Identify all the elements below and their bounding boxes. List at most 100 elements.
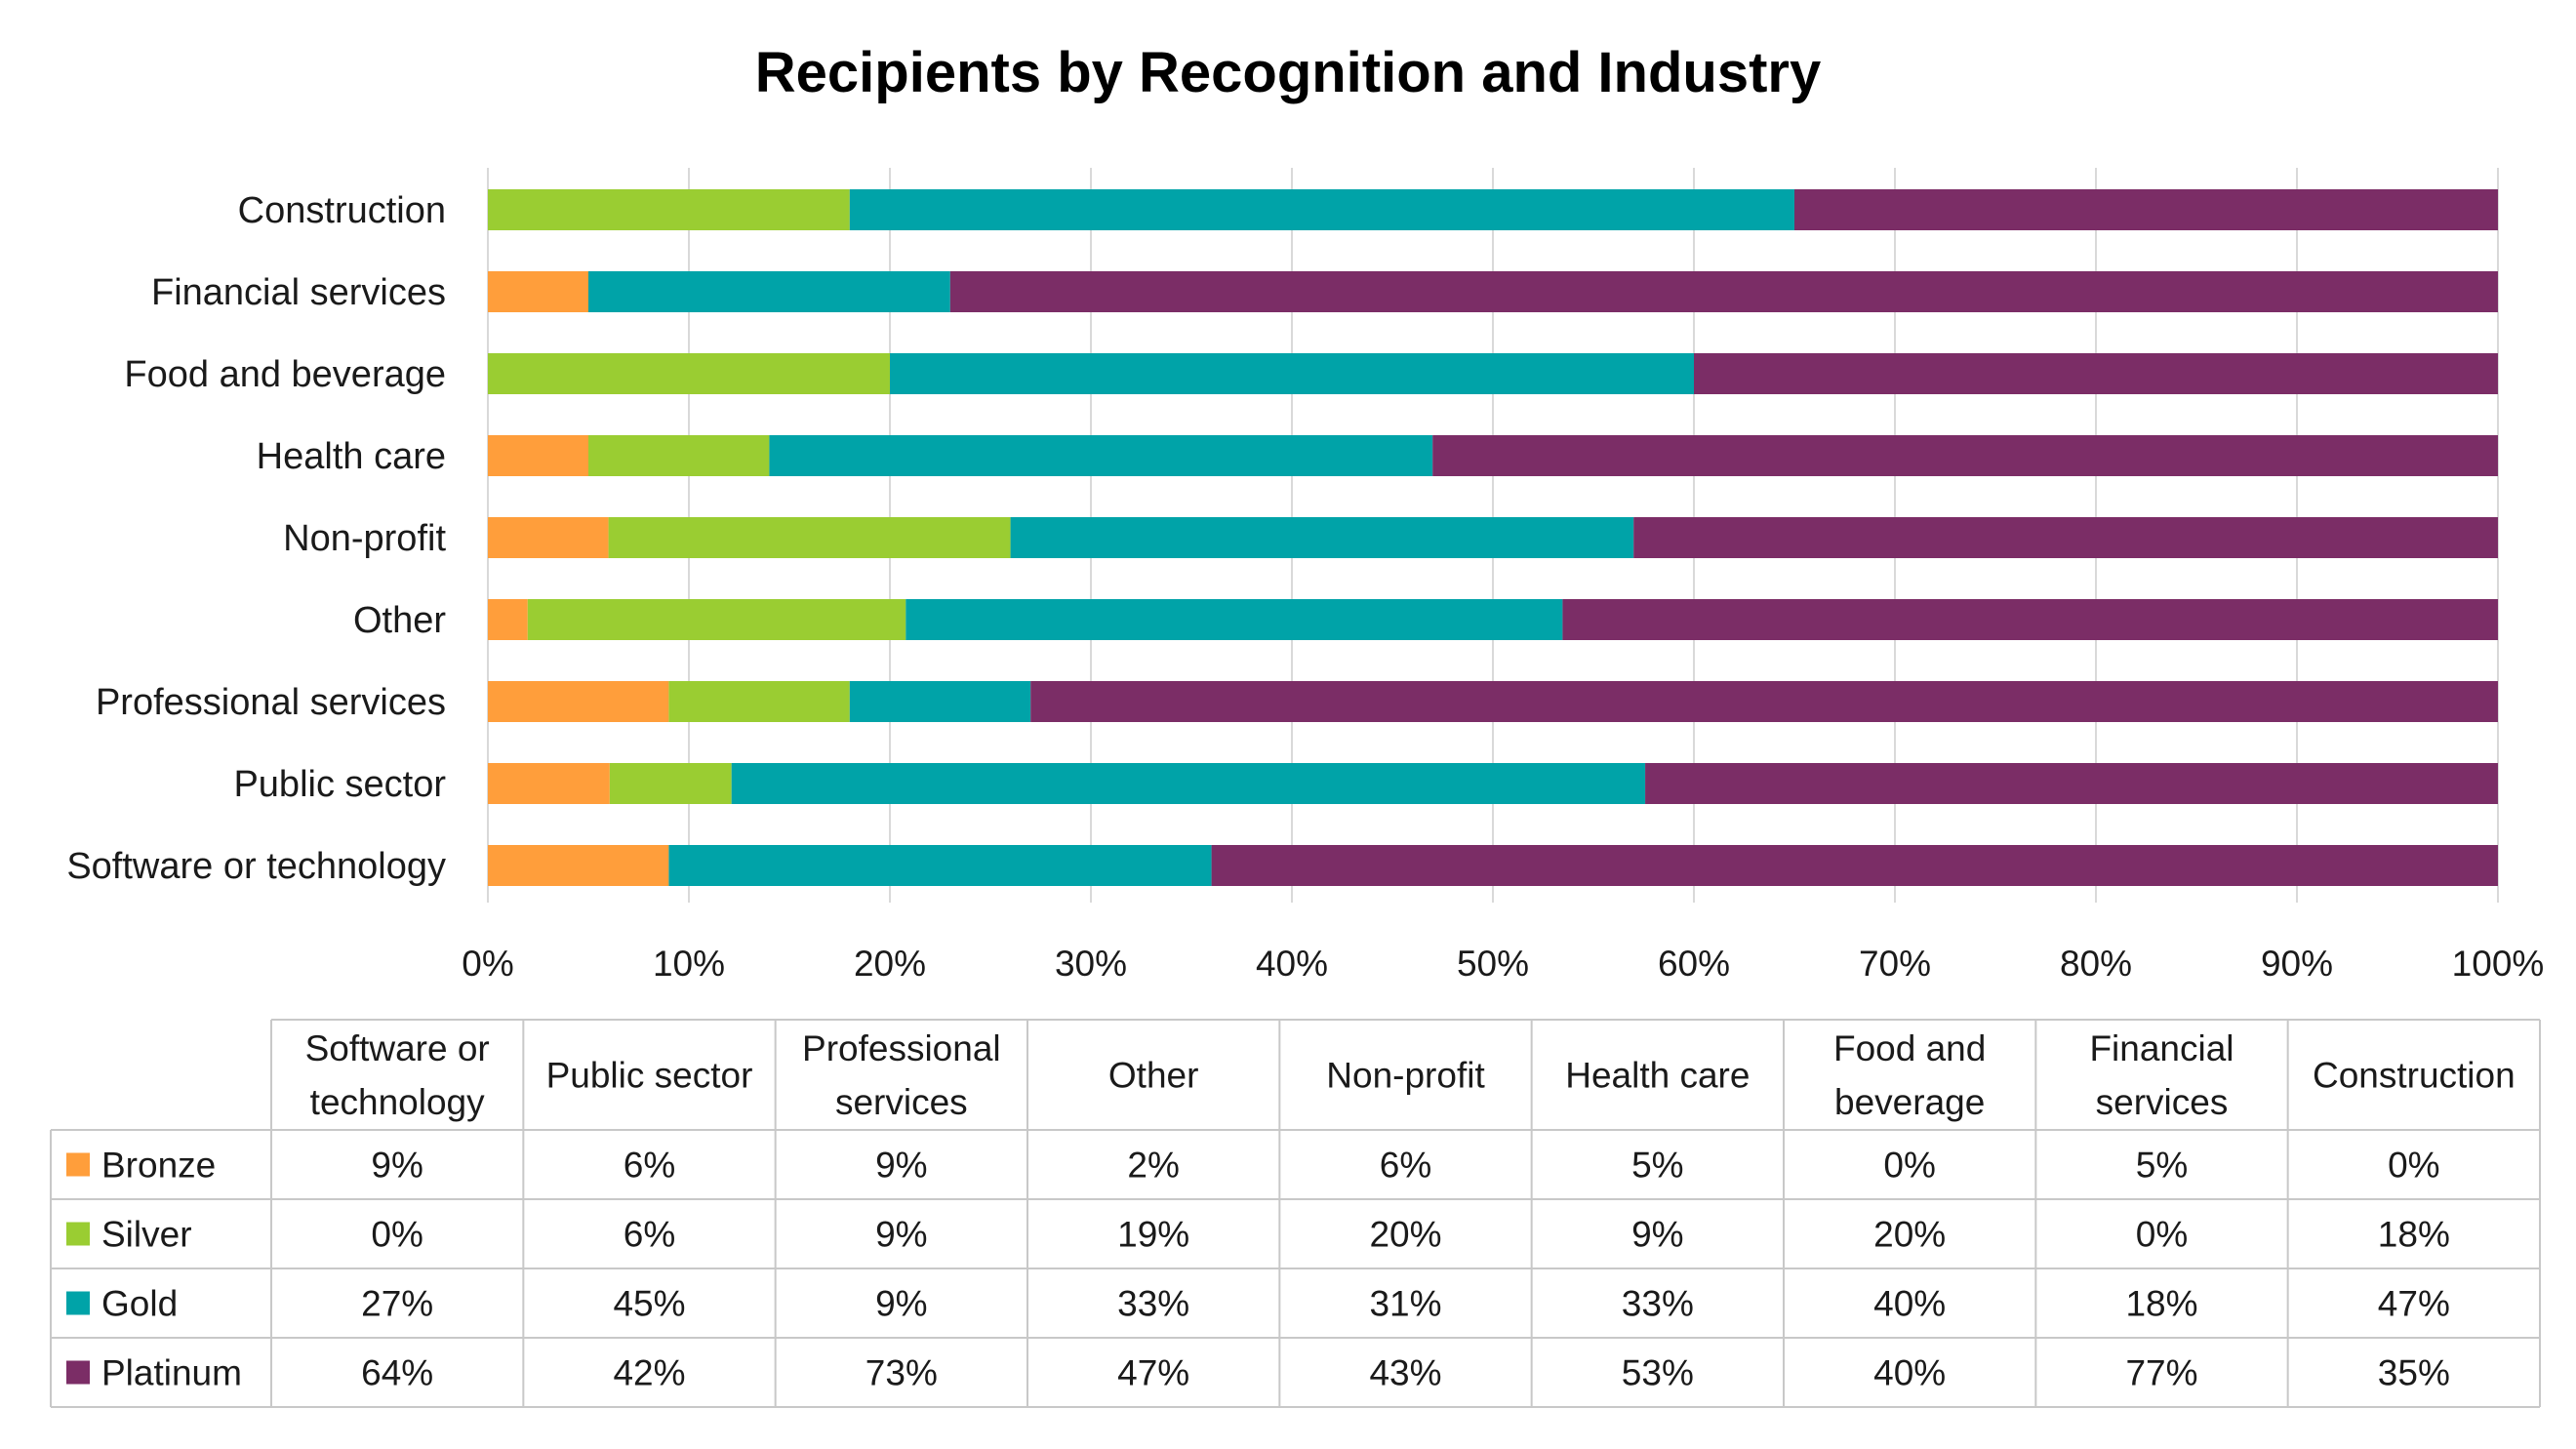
category-label-food-and-beverage: Food and beverage — [124, 354, 446, 395]
table-cell-silver-food-and-beverage: 20% — [1873, 1215, 1946, 1255]
category-label-health-care: Health care — [257, 436, 446, 477]
table-cell-silver-software-or-technology: 0% — [371, 1215, 423, 1255]
table-cell-bronze-non-profit: 6% — [1380, 1146, 1431, 1186]
table-cell-bronze-food-and-beverage: 0% — [1883, 1146, 1935, 1186]
bar-professional-services-platinum — [1030, 681, 2498, 722]
bar-professional-services-silver — [668, 681, 850, 722]
legend-key-bronze — [66, 1152, 90, 1177]
legend-label-platinum: Platinum — [101, 1353, 242, 1393]
table-header-health-care: Health care — [1565, 1056, 1750, 1096]
x-tick-label-50: 50% — [1457, 944, 1529, 984]
table-cell-silver-public-sector: 6% — [624, 1215, 675, 1255]
bar-public-sector-bronze — [488, 763, 610, 804]
table-cell-silver-construction: 18% — [2378, 1215, 2450, 1255]
table-header-public-sector: Public sector — [546, 1056, 753, 1096]
data-table: Software or technology Public sector Profes… — [50, 1019, 2541, 1408]
table-cell-gold-public-sector: 45% — [613, 1284, 685, 1324]
x-tick-label-80: 80% — [2060, 944, 2132, 984]
chart-title: Recipients by Recognition and Industry — [755, 41, 1821, 104]
table-cell-silver-other: 19% — [1117, 1215, 1189, 1255]
table-cell-platinum-other: 47% — [1117, 1353, 1189, 1393]
table-header-non-profit: Non-profit — [1326, 1056, 1485, 1096]
bar-non-profit-platinum — [1633, 517, 2498, 558]
table-cell-gold-financial-services: 18% — [2125, 1284, 2197, 1324]
bar-financial-services-platinum — [949, 271, 2498, 312]
table-cell-platinum-public-sector: 42% — [613, 1353, 685, 1393]
bar-construction-gold — [849, 189, 1794, 230]
bar-software-or-technology-bronze — [488, 845, 669, 886]
bar-public-sector-platinum — [1645, 763, 2498, 804]
table-cell-platinum-construction: 35% — [2378, 1353, 2450, 1393]
bar-software-or-technology-gold — [668, 845, 1212, 886]
bars-layer — [488, 189, 2498, 886]
table-cell-silver-professional-services: 9% — [875, 1215, 927, 1255]
x-tick-label-100: 100% — [2452, 944, 2545, 984]
table-cell-platinum-software-or-technology: 64% — [361, 1353, 433, 1393]
table-cell-platinum-non-profit: 43% — [1369, 1353, 1441, 1393]
x-tick-label-20: 20% — [854, 944, 926, 984]
table-cell-silver-financial-services: 0% — [2136, 1215, 2188, 1255]
table-header-other: Other — [1108, 1056, 1199, 1096]
table-cell-bronze-construction: 0% — [2388, 1146, 2439, 1186]
table-cell-platinum-health-care: 53% — [1622, 1353, 1694, 1393]
table-header-food-and-beverage: beverage — [1834, 1082, 1985, 1122]
table-cell-platinum-professional-services: 73% — [865, 1353, 938, 1393]
bar-food-and-beverage-gold — [890, 353, 1694, 394]
bar-financial-services-gold — [588, 271, 950, 312]
bar-other-gold — [906, 599, 1563, 640]
table-cell-platinum-financial-services: 77% — [2125, 1353, 2197, 1393]
table-cell-gold-other: 33% — [1117, 1284, 1189, 1324]
table-cell-gold-professional-services: 9% — [875, 1284, 927, 1324]
table-cell-silver-non-profit: 20% — [1369, 1215, 1441, 1255]
x-tick-label-0: 0% — [462, 944, 513, 984]
category-label-public-sector: Public sector — [233, 764, 446, 805]
table-cell-gold-non-profit: 31% — [1369, 1284, 1441, 1324]
x-tick-label-10: 10% — [653, 944, 725, 984]
table-header-financial-services: services — [2096, 1082, 2229, 1122]
bar-public-sector-gold — [731, 763, 1646, 804]
table-cell-gold-health-care: 33% — [1622, 1284, 1694, 1324]
table-cell-silver-health-care: 9% — [1631, 1215, 1683, 1255]
x-tick-label-90: 90% — [2261, 944, 2333, 984]
table-cell-bronze-other: 2% — [1127, 1146, 1179, 1186]
bar-health-care-silver — [588, 435, 770, 476]
table-header-professional-services: Professional — [802, 1028, 1001, 1068]
table-header-software-or-technology: technology — [310, 1082, 485, 1122]
bar-other-platinum — [1562, 599, 2498, 640]
bar-public-sector-silver — [609, 763, 732, 804]
x-tick-label-40: 40% — [1256, 944, 1328, 984]
bar-financial-services-bronze — [488, 271, 588, 312]
legend-key-gold — [66, 1291, 90, 1315]
category-label-other: Other — [353, 600, 446, 641]
table-header-construction: Construction — [2313, 1056, 2516, 1096]
bar-non-profit-gold — [1010, 517, 1634, 558]
bar-food-and-beverage-platinum — [1694, 353, 2498, 394]
table-header-software-or-technology: Software or — [305, 1028, 490, 1068]
bar-non-profit-bronze — [488, 517, 609, 558]
table-header-food-and-beverage: Food and — [1833, 1028, 1986, 1068]
legend-key-silver — [66, 1222, 90, 1246]
table-cell-platinum-food-and-beverage: 40% — [1873, 1353, 1946, 1393]
table-cell-bronze-software-or-technology: 9% — [371, 1146, 423, 1186]
bar-health-care-gold — [769, 435, 1433, 476]
table-header-professional-services: services — [835, 1082, 968, 1122]
table-cell-gold-food-and-beverage: 40% — [1873, 1284, 1946, 1324]
category-label-professional-services: Professional services — [96, 682, 446, 723]
legend-label-bronze: Bronze — [101, 1146, 216, 1186]
x-tick-label-60: 60% — [1658, 944, 1730, 984]
table-cell-gold-software-or-technology: 27% — [361, 1284, 433, 1324]
bar-other-bronze — [488, 599, 528, 640]
category-label-non-profit: Non-profit — [283, 518, 446, 559]
legend-label-gold: Gold — [101, 1284, 178, 1324]
bar-professional-services-gold — [849, 681, 1031, 722]
table-cell-bronze-health-care: 5% — [1631, 1146, 1683, 1186]
category-label-software-or-technology: Software or technology — [66, 846, 446, 887]
bar-construction-platinum — [1794, 189, 2498, 230]
labels-layer: 0% 10% 20% 30% 40% 50% 60% 70% 80% 90% 100% Constru… — [66, 190, 2544, 984]
bar-non-profit-silver — [608, 517, 1011, 558]
bar-software-or-technology-platinum — [1211, 845, 2498, 886]
table-header-financial-services: Financial — [2089, 1028, 2234, 1068]
table-cell-bronze-public-sector: 6% — [624, 1146, 675, 1186]
x-tick-label-70: 70% — [1859, 944, 1931, 984]
